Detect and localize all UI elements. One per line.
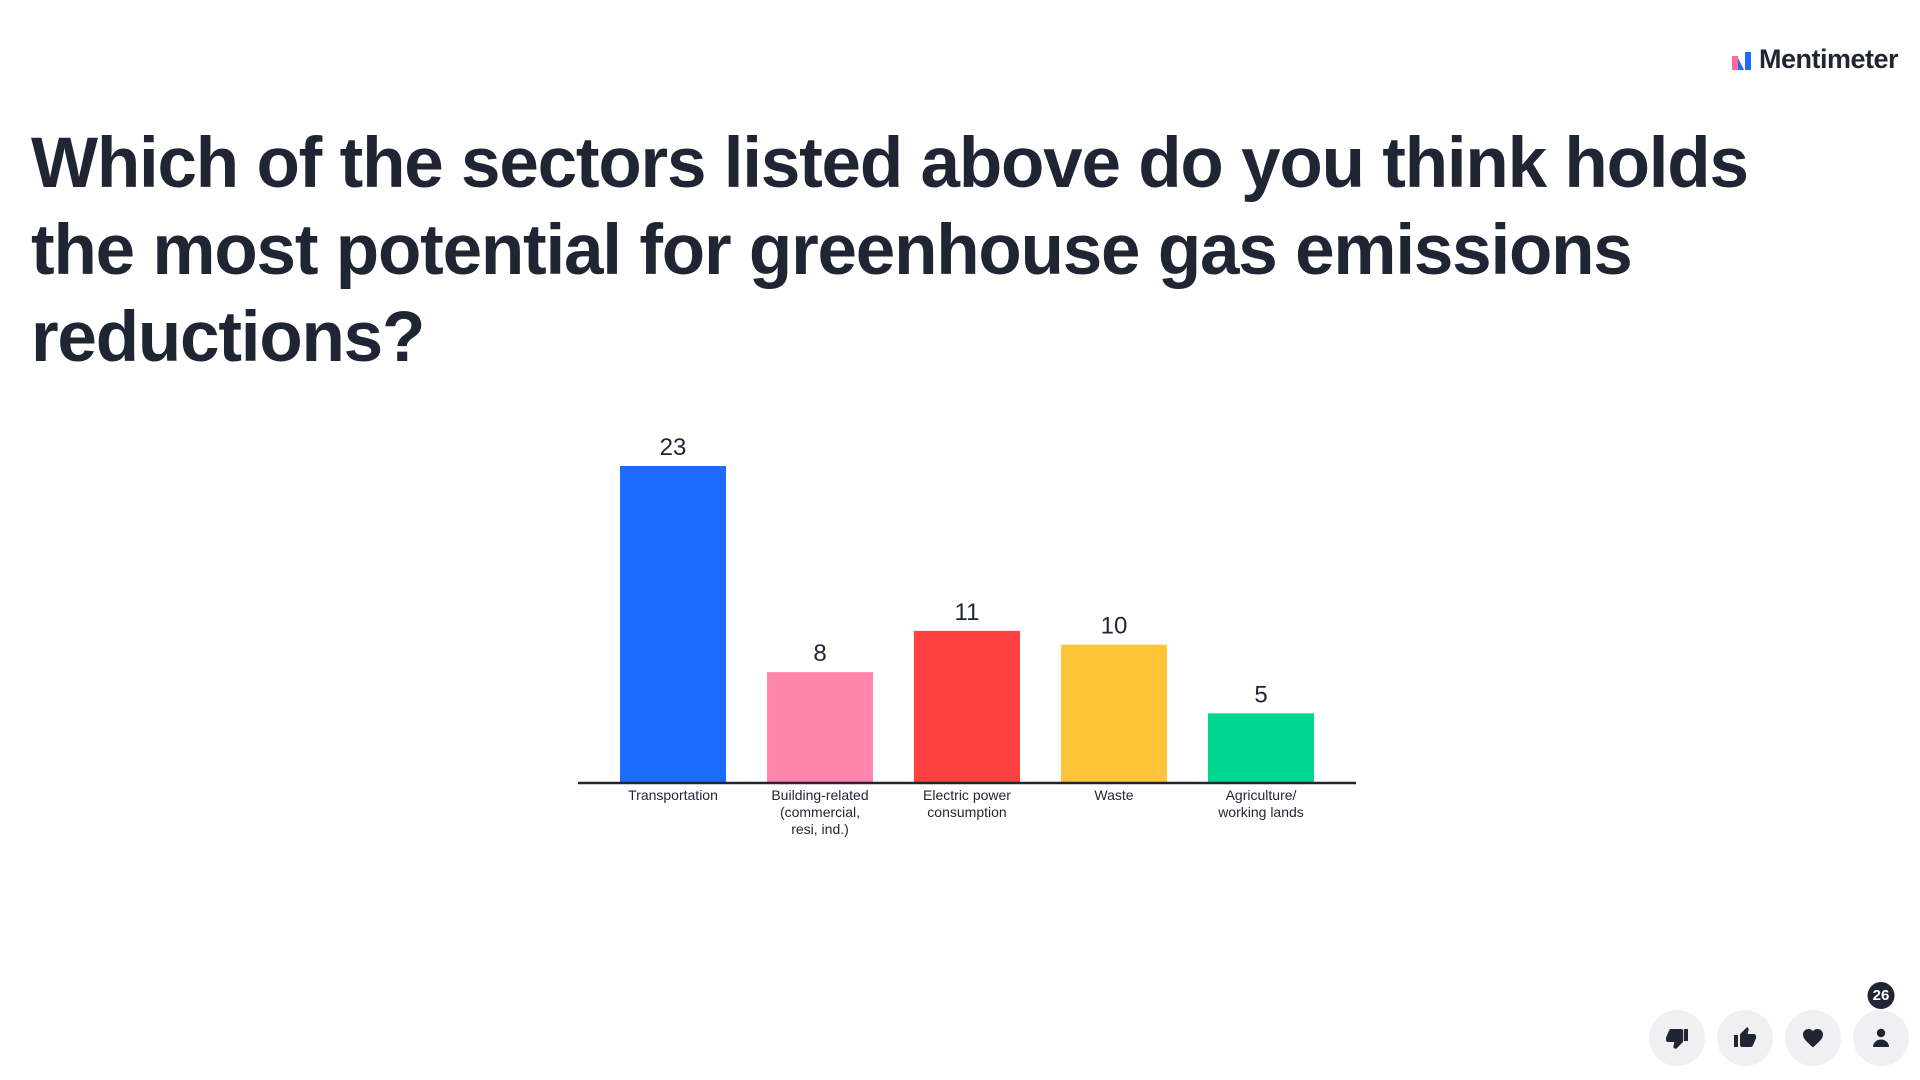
bar	[1061, 644, 1167, 782]
category-label: Waste	[1094, 787, 1133, 803]
bar-value-label: 5	[1254, 681, 1267, 708]
category-label: Electric power consumption	[923, 787, 1011, 820]
category-label: Agriculture/working lands	[1217, 787, 1304, 820]
bar-value-label: 8	[813, 640, 826, 667]
participant-count-badge: 26	[1867, 982, 1895, 1009]
bar	[620, 466, 726, 782]
heart-button[interactable]	[1785, 1010, 1841, 1066]
thumbs-down-button[interactable]	[1649, 1010, 1705, 1066]
category-label: Building-related (commercial, resi, ind.)	[771, 787, 868, 837]
reaction-bar: 26	[1649, 982, 1909, 1066]
bar	[914, 630, 1020, 782]
category-label: Transportation	[628, 787, 718, 803]
brand-name: Mentimeter	[1758, 44, 1899, 74]
bar	[1208, 713, 1314, 782]
thumbs-up-button[interactable]	[1717, 1010, 1773, 1066]
bar	[767, 672, 873, 782]
bar-value-label: 10	[1101, 613, 1128, 640]
thumbs-down-icon	[1666, 1029, 1688, 1049]
person-icon	[1873, 1028, 1889, 1047]
bar-value-label: 23	[660, 434, 687, 461]
mentimeter-logo-icon	[1731, 51, 1751, 70]
heart-icon	[1803, 1029, 1823, 1048]
participants-button[interactable]: 26	[1853, 982, 1909, 1066]
bar-value-label: 11	[955, 599, 980, 626]
question-title: Which of the sectors listed above do you…	[31, 124, 1749, 377]
thumbs-up-icon	[1734, 1027, 1756, 1047]
brand: Mentimeter	[1731, 44, 1899, 75]
